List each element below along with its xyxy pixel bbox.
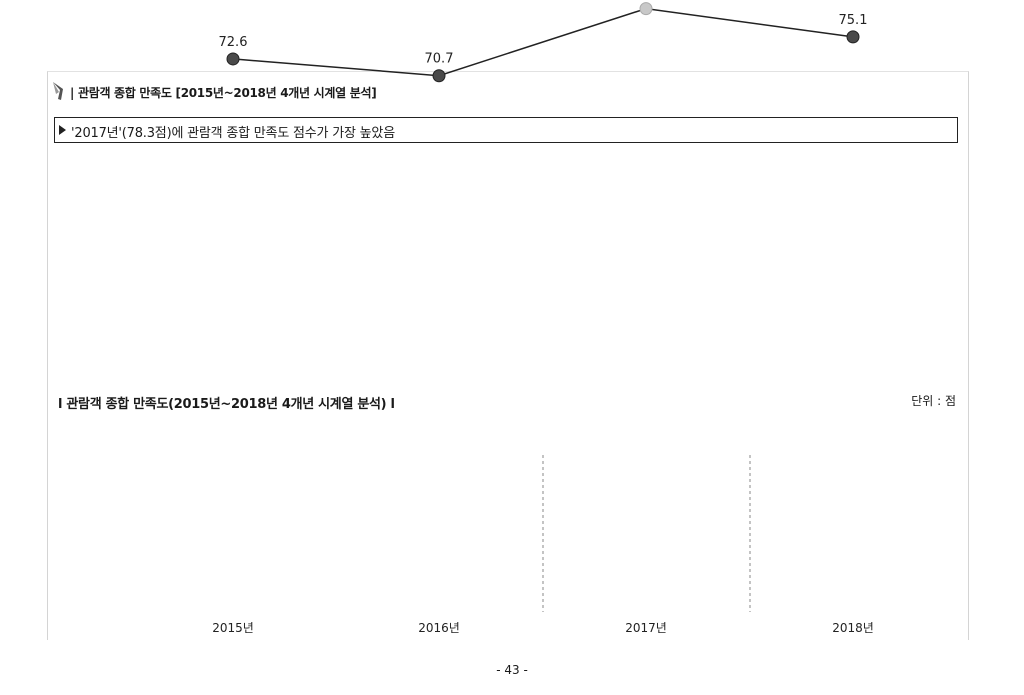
- data-point-3: [639, 2, 653, 16]
- x-tick-label-2: 2016년: [418, 621, 460, 635]
- triangle-bullet-icon: [59, 125, 66, 135]
- data-point-2: [432, 69, 446, 83]
- data-point-1: [226, 52, 240, 66]
- summary-box: '2017년'(78.3점)에 관람객 종합 만족도 점수가 가장 높았음: [54, 117, 958, 143]
- pen-nib-icon: [53, 82, 63, 100]
- data-label-4: 75.1: [839, 13, 868, 28]
- unit-label: 단위 : 점: [911, 394, 956, 408]
- data-point-4: [846, 30, 860, 44]
- page-frame: [47, 71, 969, 640]
- x-tick-label-1: 2015년: [212, 621, 254, 635]
- series-line: [232, 7, 854, 77]
- x-tick-label-4: 2018년: [832, 621, 874, 635]
- summary-text: '2017년'(78.3점)에 관람객 종합 만족도 점수가 가장 높았음: [71, 126, 395, 141]
- chart-title: l 관람객 종합 만족도(2015년~2018년 4개년 시계열 분석) l: [58, 397, 395, 412]
- data-label-1: 72.6: [219, 35, 248, 50]
- page-number: - 43 -: [496, 663, 528, 677]
- data-label-2: 70.7: [425, 52, 454, 67]
- x-tick-label-3: 2017년: [625, 621, 667, 635]
- section-title: | 관람객 종합 만족도 [2015년~2018년 4개년 시계열 분석]: [70, 86, 377, 100]
